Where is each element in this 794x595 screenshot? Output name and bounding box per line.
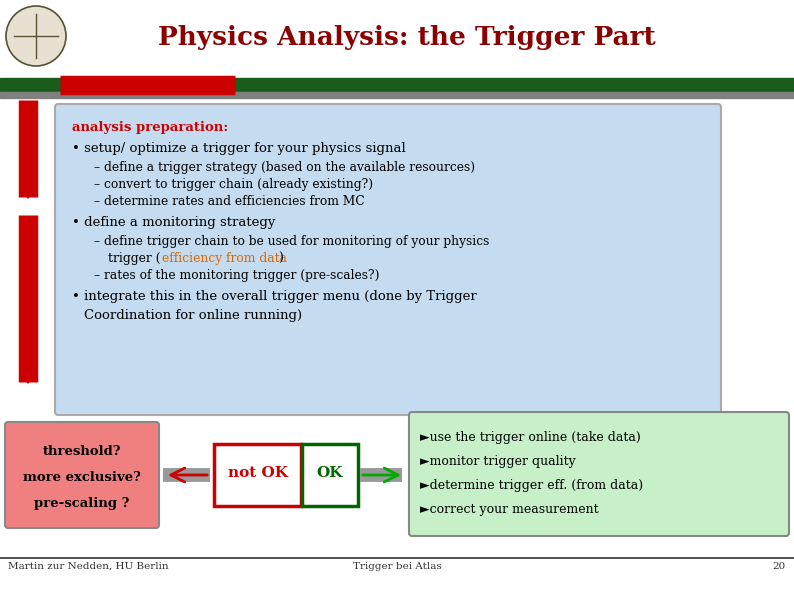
Text: ): ) <box>278 252 283 265</box>
Text: OK: OK <box>317 466 343 480</box>
Text: – convert to trigger chain (already existing?): – convert to trigger chain (already exis… <box>94 178 373 191</box>
FancyBboxPatch shape <box>5 422 159 528</box>
FancyBboxPatch shape <box>409 412 789 536</box>
Bar <box>0 78 794 92</box>
Text: analysis preparation:: analysis preparation: <box>72 121 228 134</box>
Text: ►determine trigger eff. (from data): ►determine trigger eff. (from data) <box>420 479 643 492</box>
Text: ►correct your measurement: ►correct your measurement <box>420 503 599 516</box>
Text: – determine rates and efficiencies from MC: – determine rates and efficiencies from … <box>94 195 364 208</box>
Text: ►monitor trigger quality: ►monitor trigger quality <box>420 455 576 468</box>
Text: – rates of the monitoring trigger (pre-scales?): – rates of the monitoring trigger (pre-s… <box>94 269 380 282</box>
Text: efficiency from data: efficiency from data <box>162 252 287 265</box>
Text: Martin zur Nedden, HU Berlin: Martin zur Nedden, HU Berlin <box>8 562 168 571</box>
Text: • define a monitoring strategy: • define a monitoring strategy <box>72 216 276 229</box>
Text: Coordination for online running): Coordination for online running) <box>84 309 303 322</box>
Text: pre-scaling ?: pre-scaling ? <box>34 497 129 510</box>
FancyBboxPatch shape <box>302 444 358 506</box>
Bar <box>0 92 794 98</box>
Text: Physics Analysis: the Trigger Part: Physics Analysis: the Trigger Part <box>158 26 656 51</box>
Text: more exclusive?: more exclusive? <box>23 471 141 484</box>
Text: not OK: not OK <box>228 466 287 480</box>
Circle shape <box>6 6 66 66</box>
Text: ►use the trigger online (take data): ►use the trigger online (take data) <box>420 431 641 444</box>
Text: – define trigger chain to be used for monitoring of your physics: – define trigger chain to be used for mo… <box>94 235 489 248</box>
Text: 20: 20 <box>773 562 786 571</box>
Text: Trigger bei Atlas: Trigger bei Atlas <box>353 562 441 571</box>
FancyBboxPatch shape <box>214 444 301 506</box>
Text: • integrate this in the overall trigger menu (done by Trigger: • integrate this in the overall trigger … <box>72 290 476 303</box>
Text: • setup/ optimize a trigger for your physics signal: • setup/ optimize a trigger for your phy… <box>72 142 406 155</box>
Text: – define a trigger strategy (based on the available resources): – define a trigger strategy (based on th… <box>94 161 475 174</box>
Text: trigger (: trigger ( <box>108 252 160 265</box>
Text: threshold?: threshold? <box>43 445 121 458</box>
FancyBboxPatch shape <box>55 104 721 415</box>
